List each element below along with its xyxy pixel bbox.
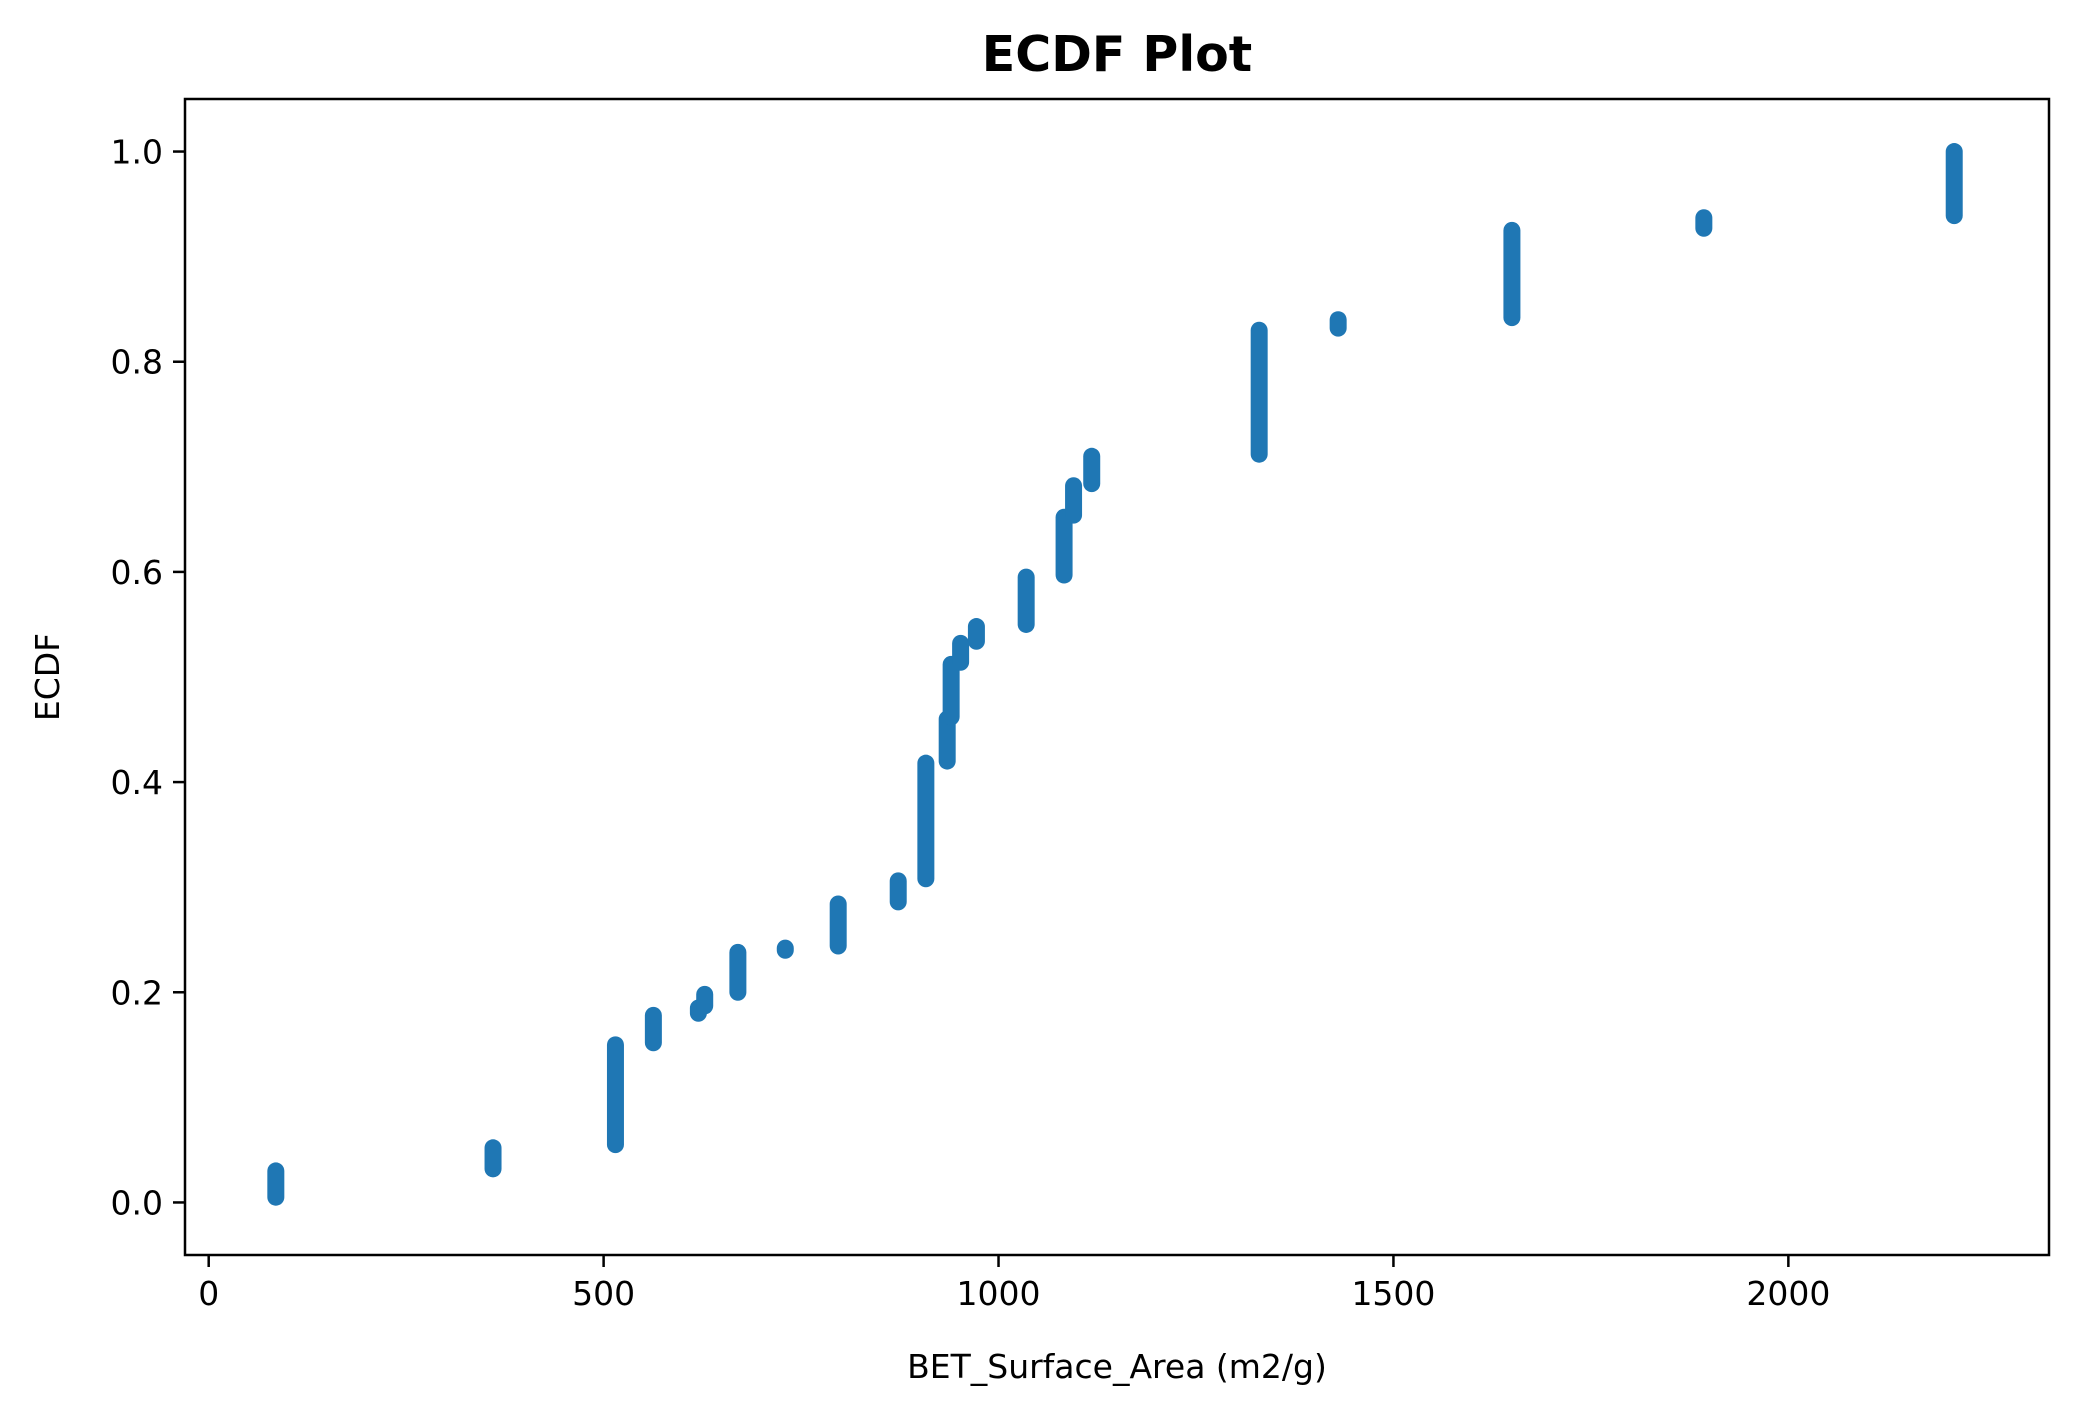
y-tick-label: 1.0	[111, 133, 163, 172]
x-axis-ticks: 0 500 1000 1500 2000	[198, 1255, 1830, 1313]
x-axis-label: BET_Surface_Area (m2/g)	[907, 1347, 1327, 1386]
y-tick-label: 0.6	[111, 553, 163, 592]
x-tick-label: 0	[198, 1274, 219, 1313]
x-tick-label: 1000	[957, 1274, 1041, 1313]
y-tick-label: 0.2	[111, 973, 163, 1012]
y-tick-label: 0.4	[111, 763, 163, 802]
y-tick-label: 0.0	[111, 1183, 163, 1222]
y-axis-label: ECDF	[28, 633, 67, 721]
x-tick-label: 2000	[1746, 1274, 1830, 1313]
data-marks	[267, 143, 1963, 1206]
y-axis-ticks: 0.0 0.2 0.4 0.6 0.8 1.0	[111, 133, 185, 1222]
plot-frame	[183, 97, 2051, 1257]
x-tick-label: 1500	[1351, 1274, 1435, 1313]
chart-title: ECDF Plot	[982, 26, 1252, 83]
x-tick-label: 500	[572, 1274, 635, 1313]
y-tick-label: 0.8	[111, 343, 163, 382]
